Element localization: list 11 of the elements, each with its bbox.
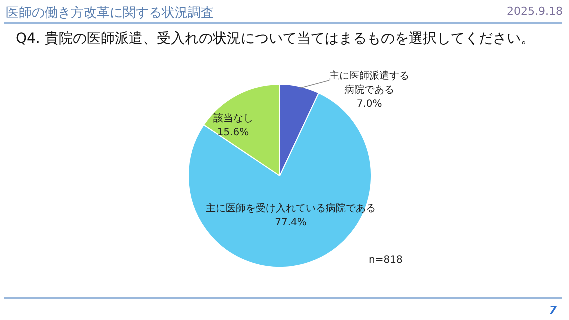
slice-label: 主に医師を受け入れている病院である: [206, 202, 376, 214]
slice-label: 該当なし: [213, 112, 254, 125]
text: n=818: [369, 255, 403, 266]
slice-label: 主に医師派遣する病院である: [330, 70, 410, 96]
data-label: 15.6%: [217, 128, 250, 139]
chart-title: 医師の働き方改革に関する状況調査: [6, 5, 214, 22]
chart-subtitle: Q4. 貴院の医師派遣、受入れの状況について当てはまるものを選択してください。: [16, 30, 535, 48]
data-label: 77.4%: [275, 217, 307, 228]
data-label: 7.0%: [356, 99, 382, 110]
text: 7: [549, 304, 557, 317]
text: 2025.9.18: [507, 5, 563, 18]
